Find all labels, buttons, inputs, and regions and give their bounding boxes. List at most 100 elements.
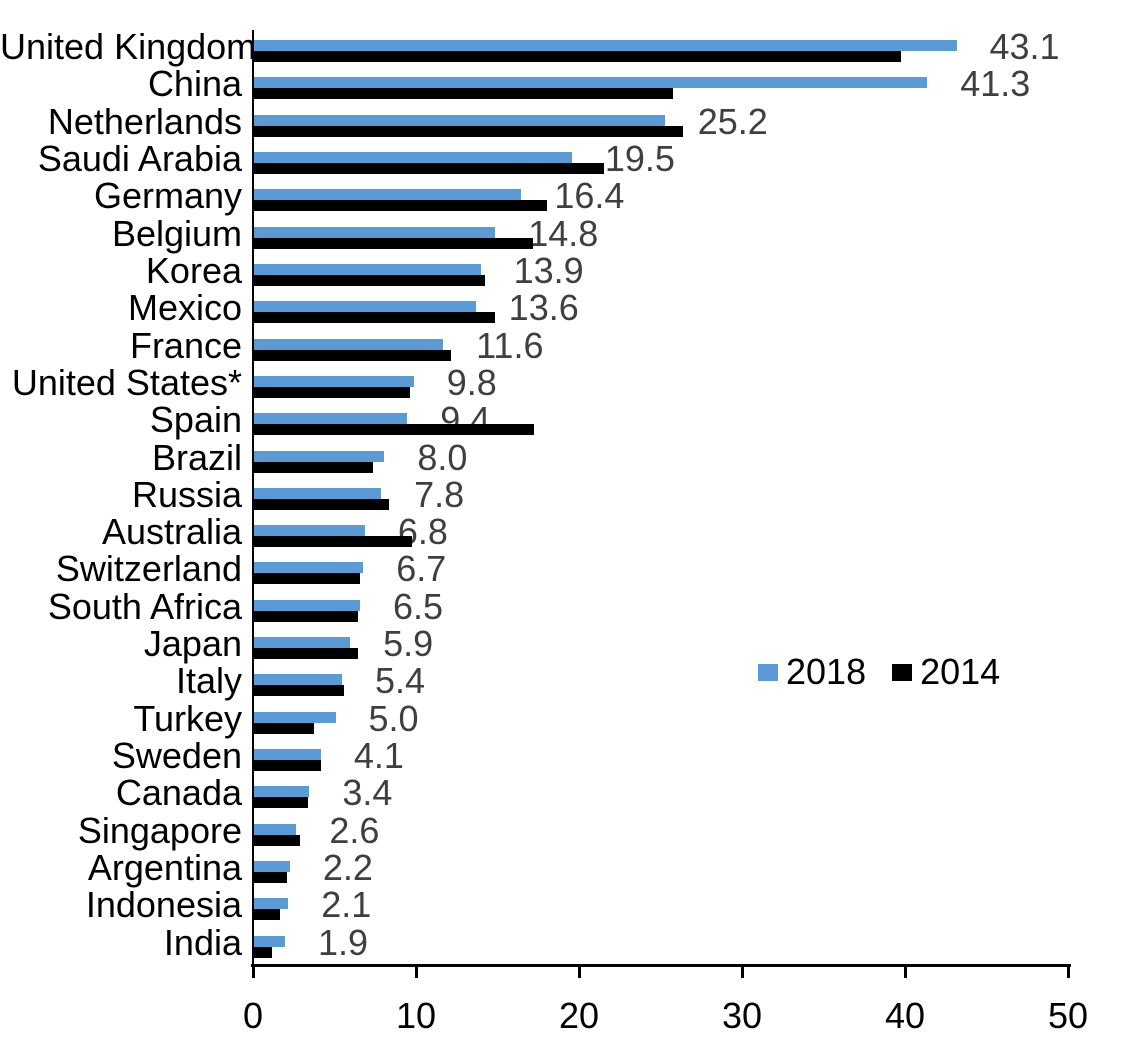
bar-2014 (254, 760, 321, 772)
category-label: Netherlands (47, 100, 242, 142)
bar-2014 (254, 610, 359, 622)
category-label: Singapore (77, 809, 242, 851)
legend-label-2018: 2018 (786, 651, 867, 692)
category-label: Mexico (127, 287, 242, 329)
category-label: Saudi Arabia (37, 137, 242, 179)
x-axis-tick-label: 50 (1047, 995, 1089, 1036)
bar-2014 (254, 125, 683, 137)
bar-2018 (254, 935, 285, 947)
category-label: Australia (101, 511, 242, 553)
category-label: United Kingdom (0, 26, 257, 67)
bar-2014 (254, 461, 373, 473)
x-axis-tick-label: 20 (558, 995, 600, 1036)
y-axis-line (252, 30, 254, 967)
data-label-2018: 19.5 (604, 137, 675, 179)
bar-2018 (254, 226, 496, 238)
category-label: Turkey (133, 697, 242, 739)
bar-2018 (254, 898, 289, 910)
bar-2018 (254, 40, 957, 51)
bar-2014 (254, 834, 300, 846)
bar-2014 (254, 797, 308, 809)
bar-2018 (254, 749, 321, 761)
category-label: India (163, 921, 242, 963)
bar-2014 (254, 386, 411, 398)
x-axis-line (251, 964, 1071, 967)
bar-2014 (254, 498, 390, 510)
category-label: Italy (175, 660, 242, 702)
category-label: France (129, 324, 242, 366)
data-label-2018: 11.6 (476, 324, 544, 366)
bar-2018 (254, 823, 297, 835)
bar-2014 (254, 536, 413, 548)
x-axis-tick (577, 964, 581, 978)
x-axis-tick (414, 964, 418, 978)
bar-2018 (254, 637, 351, 649)
data-label-2018: 2.6 (329, 809, 380, 851)
category-label: Canada (115, 772, 242, 814)
data-label-2018: 16.4 (554, 175, 625, 217)
category-label: Japan (143, 623, 242, 665)
data-label-2018: 7.8 (414, 473, 465, 515)
category-label: South Africa (47, 585, 242, 627)
legend-swatch-2014 (892, 663, 913, 681)
bar-2014 (254, 946, 272, 958)
data-label-2018: 25.2 (697, 100, 768, 142)
data-label-2018: 6.7 (396, 548, 447, 590)
bar-2018 (254, 711, 336, 723)
category-label: Sweden (111, 735, 242, 777)
category-label: Belgium (111, 212, 242, 254)
category-label: Germany (93, 175, 242, 217)
category-label: Korea (145, 249, 242, 291)
data-label-2018: 5.0 (368, 697, 419, 739)
data-label-2018: 2.2 (322, 847, 373, 889)
category-label: United States* (11, 361, 242, 403)
x-axis-tick (1066, 964, 1070, 978)
bar-2018 (254, 338, 444, 350)
category-label: Argentina (87, 847, 242, 889)
data-label-2018: 6.5 (392, 585, 443, 627)
bar-2014 (254, 872, 287, 884)
data-label-2018: 43.1 (989, 26, 1060, 67)
bar-2014 (254, 722, 315, 734)
bar-2018 (254, 114, 665, 126)
bar-2018 (254, 562, 364, 574)
bar-2014 (254, 349, 452, 361)
category-label: Indonesia (85, 884, 242, 926)
category-label: Russia (131, 473, 242, 515)
data-label-2018: 41.3 (960, 63, 1031, 105)
bar-2018 (254, 786, 310, 798)
bar-2018 (254, 861, 290, 873)
bar-2018 (254, 263, 481, 275)
x-axis-tick-label: 40 (884, 995, 926, 1036)
bar-2014 (254, 200, 548, 212)
data-label-2018: 1.9 (317, 921, 369, 963)
bar-2018 (254, 189, 522, 201)
legend-label-2014: 2014 (920, 651, 1001, 692)
category-label: Switzerland (55, 548, 242, 590)
category-label: China (147, 63, 242, 105)
bar-2014 (254, 909, 281, 921)
bar-2018 (254, 674, 343, 686)
bar-2018 (254, 151, 572, 163)
bar-2018 (254, 375, 414, 387)
data-label-2018: 9.8 (446, 361, 497, 403)
bar-2014 (254, 51, 902, 62)
x-axis-tick (740, 964, 744, 978)
bar-2018 (254, 301, 476, 313)
legend-swatch-2018 (758, 663, 778, 681)
bar-2018 (254, 525, 365, 537)
x-axis-tick-label: 0 (242, 995, 264, 1036)
data-label-2018: 5.4 (375, 660, 426, 702)
bar-2018 (254, 599, 360, 611)
bar-2018 (254, 413, 408, 425)
data-label-2018: 4.1 (353, 735, 404, 777)
bar-2018 (254, 450, 385, 462)
bar-2014 (254, 424, 535, 436)
category-label: Brazil (151, 436, 242, 478)
x-axis-tick-label: 10 (395, 995, 437, 1036)
legend: 2018 2014 (758, 652, 1000, 692)
bar-2014 (254, 573, 360, 585)
bar-2014 (254, 274, 486, 286)
data-label-2018: 3.4 (342, 772, 393, 814)
